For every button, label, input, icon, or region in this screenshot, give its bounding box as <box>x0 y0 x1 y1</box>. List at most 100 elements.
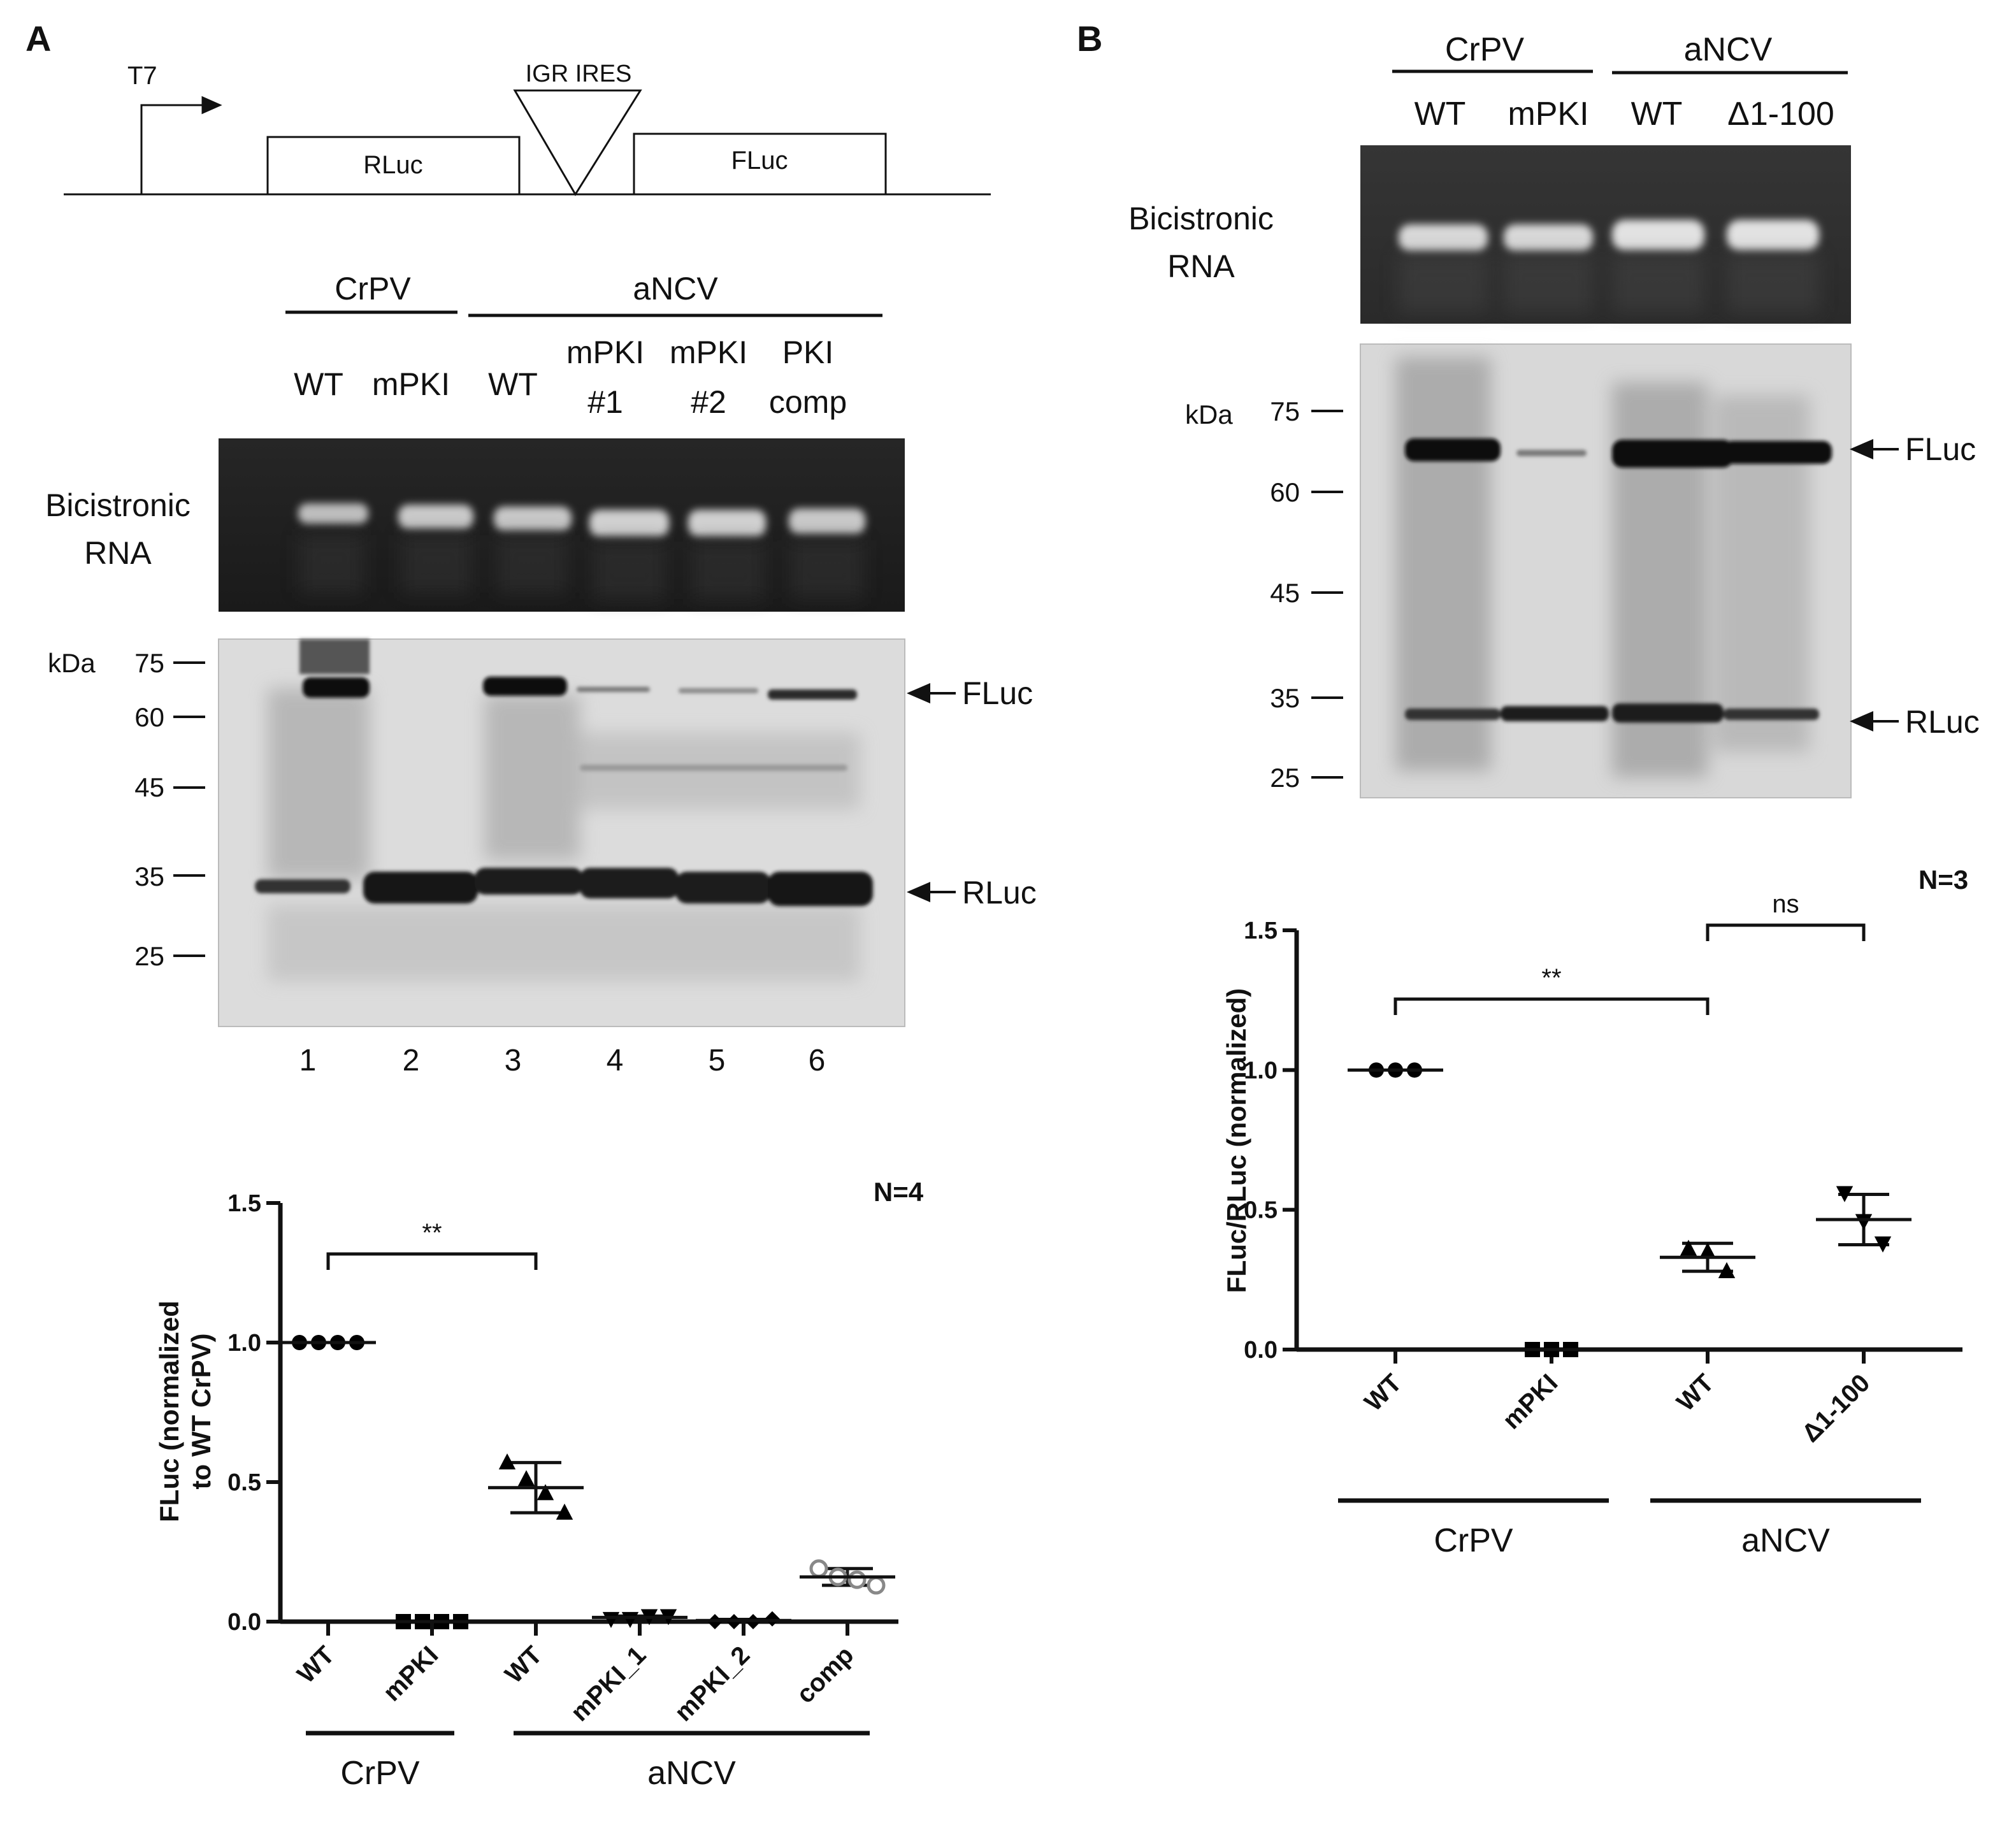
marker-label: 25 <box>134 941 164 971</box>
markers-a: 75 60 45 35 25 <box>134 648 205 971</box>
n-label: N=4 <box>874 1177 924 1207</box>
lane-number: 4 <box>607 1044 624 1077</box>
ires-triangle <box>513 89 642 196</box>
y-tick-label: 1.5 <box>227 1190 261 1217</box>
series-group <box>1816 1186 1912 1253</box>
band-arrows-b <box>1849 438 1899 732</box>
data-point <box>809 1559 828 1578</box>
lane-header: #2 <box>691 384 726 420</box>
lane-header: #1 <box>587 384 623 420</box>
rna-gel-a <box>219 438 905 612</box>
data-point <box>517 1470 535 1487</box>
scatter-plot-a: 0.0 0.5 1.0 1.5 FLuc (normalized to WT CrPV) W… <box>154 1177 924 1792</box>
lane-number: 3 <box>505 1044 522 1077</box>
fluc-box <box>633 133 887 196</box>
x-tick-label: comp <box>791 1641 860 1709</box>
series-group <box>800 1559 895 1595</box>
markers-b: 75 60 45 35 25 <box>1270 396 1343 793</box>
lane-header: mPKI <box>670 335 747 370</box>
marker-label: 60 <box>1270 477 1300 507</box>
lane-number: 2 <box>403 1044 420 1077</box>
t7-label: T7 <box>127 62 157 90</box>
lane-header: Δ1-100 <box>1727 96 1834 133</box>
x-tick-label: mPKI <box>378 1641 443 1706</box>
rna-label-b: Bicistronic <box>1128 201 1274 236</box>
data-point <box>498 1453 516 1470</box>
group-ancv-label: aNCV <box>633 271 718 306</box>
lane-header: PKI <box>782 335 834 370</box>
x-tick-label: WT <box>292 1641 340 1689</box>
data-point <box>1874 1236 1892 1253</box>
data-point <box>1855 1214 1873 1230</box>
group-label: aNCV <box>647 1755 736 1792</box>
series-group <box>280 1335 376 1350</box>
y-axis-label: FLuc (normalized <box>154 1300 184 1522</box>
significance-bracket <box>1706 923 1866 941</box>
y-tick-label: 0.0 <box>1244 1337 1278 1364</box>
data-point <box>847 1570 867 1589</box>
group-label: CrPV <box>1434 1522 1513 1559</box>
rluc-box <box>266 136 521 196</box>
data-point <box>1718 1262 1736 1278</box>
significance-label: ns <box>1772 890 1799 918</box>
series-group <box>1504 1342 1599 1357</box>
y-tick-label: 0.5 <box>1244 1197 1278 1224</box>
x-tick-label: mPKI <box>1497 1369 1563 1434</box>
rluc-box-label: RLuc <box>363 151 422 179</box>
significance-label: ** <box>422 1219 442 1247</box>
rluc-band-label-b: RLuc <box>1905 704 1980 740</box>
data-point <box>1680 1239 1697 1256</box>
lane-numbers: 1 2 3 4 5 6 <box>299 1044 826 1077</box>
fluc-band-label-a: FLuc <box>962 675 1033 711</box>
group-label: aNCV <box>1741 1522 1830 1559</box>
ires-label: IGR IRES <box>526 61 632 87</box>
data-point <box>536 1484 554 1501</box>
lane-number: 5 <box>709 1044 726 1077</box>
rna-label-a: RNA <box>84 535 152 571</box>
y-tick-label: 1.0 <box>227 1330 261 1357</box>
lane-headers-b: WT mPKI WT Δ1-100 <box>1415 96 1834 133</box>
y-tick-label: 1.0 <box>1244 1057 1278 1084</box>
fluc-box-label: FLuc <box>731 147 788 175</box>
x-tick-label: mPKI_1 <box>565 1641 651 1727</box>
rna-label-b: RNA <box>1167 249 1235 284</box>
rna-label-a: Bicistronic <box>45 487 191 523</box>
scatter-plot-b: 0.0 0.5 1.0 1.5 FLuc/RLuc (normalized) WT mPKI… <box>1221 865 1968 1559</box>
lane-header: comp <box>769 384 847 420</box>
marker-label: 25 <box>1270 763 1300 793</box>
y-axis-label: FLuc/RLuc (normalized) <box>1221 988 1251 1293</box>
t7-promoter-arrow <box>140 104 204 194</box>
y-tick-label: 0.0 <box>227 1609 261 1636</box>
series-group <box>488 1453 584 1520</box>
rluc-band-label-a: RLuc <box>962 875 1037 911</box>
series-group <box>1348 1062 1443 1078</box>
lane-number: 1 <box>299 1044 317 1077</box>
x-tick-label: Δ1-100 <box>1797 1369 1876 1448</box>
marker-label: 60 <box>134 702 164 732</box>
x-tick-label: WT <box>1671 1369 1719 1416</box>
y-axis-label: to WT CrPV) <box>186 1334 216 1490</box>
panel-a-label: A <box>25 18 51 59</box>
data-point <box>556 1503 573 1520</box>
data-point <box>765 1611 780 1627</box>
marker-label: 35 <box>134 861 164 891</box>
lane-headers-a: WT mPKI WT mPKI #1 mPKI #2 PKI comp <box>294 335 847 420</box>
lane-header: WT <box>1415 96 1466 133</box>
y-tick-label: 0.5 <box>227 1469 261 1496</box>
lane-header: WT <box>1631 96 1683 133</box>
data-point <box>1699 1243 1717 1259</box>
lane-header: mPKI <box>372 366 450 402</box>
data-point <box>867 1576 886 1595</box>
series-group <box>384 1614 480 1629</box>
lane-number: 6 <box>809 1044 826 1077</box>
marker-label: 75 <box>134 648 164 678</box>
marker-label: 75 <box>1270 396 1300 426</box>
kda-label-b: kDa <box>1185 400 1233 429</box>
significance-bracket <box>326 1252 538 1270</box>
rna-gel-b <box>1360 145 1851 324</box>
significance-bracket <box>1393 997 1710 1015</box>
group-crpv-label: CrPV <box>335 271 411 306</box>
y-tick-label: 1.5 <box>1244 918 1278 944</box>
significance-label: ** <box>1541 964 1561 992</box>
